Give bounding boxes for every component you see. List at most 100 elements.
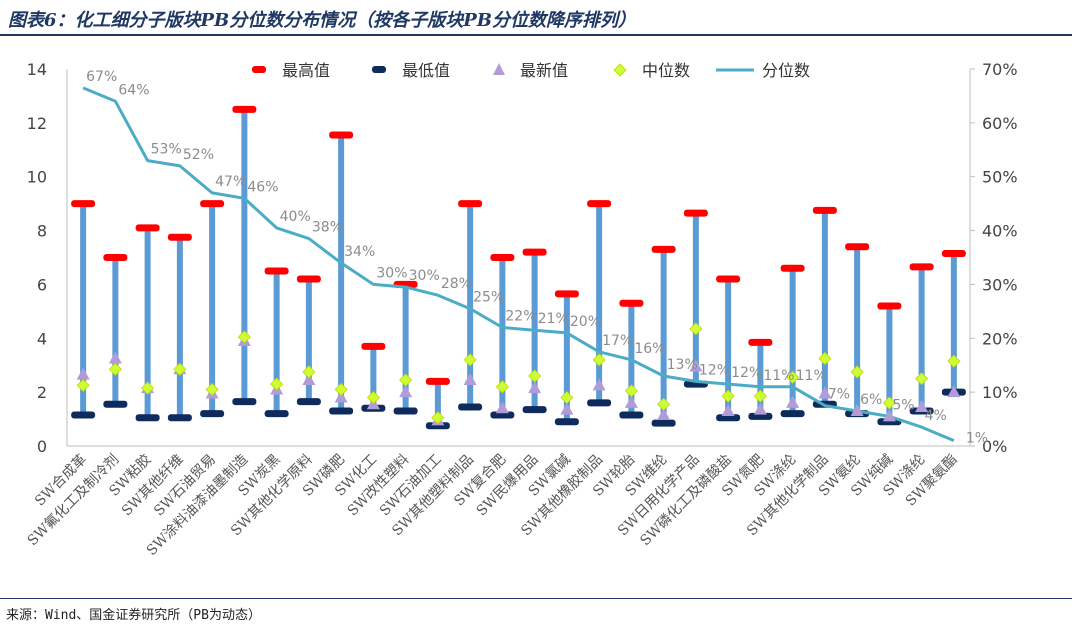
- legend-median-swatch: [613, 63, 627, 77]
- max-marker: [71, 200, 96, 208]
- latest-marker: [399, 385, 413, 398]
- chart-title: 图表6：化工细分子版块PB分位数分布情况（按各子版块PB分位数降序排列）: [8, 10, 637, 31]
- percentile-label: 7%: [828, 387, 850, 403]
- y-left-tick-label: 12: [27, 114, 47, 133]
- latest-marker: [463, 373, 477, 386]
- range-bar: [660, 249, 667, 424]
- max-marker: [941, 249, 966, 257]
- percentile-label: 12%: [731, 365, 762, 381]
- percentile-label: 38%: [312, 220, 343, 236]
- range-bar: [563, 293, 570, 422]
- range-bar: [950, 253, 957, 393]
- min-marker: [71, 411, 96, 419]
- range-bar: [467, 203, 474, 407]
- range-bar: [144, 227, 151, 418]
- median-marker: [786, 370, 800, 384]
- range-bar: [918, 266, 925, 411]
- y-left-tick-label: 0: [37, 437, 47, 456]
- max-marker: [135, 224, 160, 232]
- range-bar: [112, 257, 119, 405]
- min-marker: [522, 406, 547, 414]
- range-bar: [854, 246, 861, 414]
- max-marker: [167, 233, 192, 241]
- latest-marker: [560, 402, 574, 415]
- range-bar: [80, 203, 87, 416]
- y-left-tick-label: 8: [37, 222, 47, 241]
- latest-marker: [592, 378, 606, 391]
- range-bar: [338, 134, 345, 411]
- range-bar: [402, 284, 409, 411]
- percentile-label: 20%: [570, 314, 601, 330]
- median-marker: [495, 380, 509, 394]
- percentile-label: 22%: [505, 309, 536, 325]
- percentile-label: 25%: [473, 290, 504, 306]
- percentile-label: 53%: [151, 142, 182, 158]
- percentile-label: 16%: [634, 341, 665, 357]
- median-marker: [818, 351, 832, 366]
- percentile-label: 12%: [699, 362, 730, 378]
- max-marker: [651, 245, 676, 253]
- range-bar: [273, 270, 280, 414]
- min-marker: [296, 398, 321, 406]
- latest-marker: [302, 373, 316, 386]
- y-right-tick-label: 30%: [982, 275, 1018, 294]
- min-marker: [167, 414, 192, 422]
- min-marker: [329, 407, 354, 415]
- max-marker: [490, 254, 515, 261]
- max-marker: [683, 209, 708, 217]
- max-marker: [200, 200, 225, 208]
- percentile-label: 64%: [118, 82, 149, 98]
- latest-marker: [947, 385, 961, 398]
- percentile-label: 46%: [247, 179, 278, 195]
- median-marker: [431, 411, 445, 425]
- y-right-tick-label: 60%: [982, 114, 1018, 133]
- percentile-label: 5%: [892, 397, 914, 413]
- legend-min-label: 最低值: [402, 61, 450, 80]
- range-bar: [725, 279, 732, 418]
- max-marker: [232, 105, 257, 113]
- min-marker: [458, 403, 483, 411]
- min-marker: [425, 422, 450, 430]
- range-bar: [596, 203, 603, 403]
- percentile-label: 28%: [441, 276, 472, 292]
- percentile-label: 11%: [796, 368, 827, 384]
- median-marker: [463, 353, 477, 367]
- latest-marker: [657, 408, 671, 421]
- max-marker: [716, 275, 741, 283]
- latest-marker: [334, 390, 348, 403]
- range-bar: [821, 210, 828, 405]
- y-right-tick-label: 0%: [982, 437, 1007, 456]
- min-marker: [651, 419, 676, 427]
- median-marker: [270, 377, 284, 391]
- y-right-tick-label: 50%: [982, 168, 1018, 187]
- max-marker: [425, 377, 450, 385]
- percentile-label: 67%: [86, 69, 117, 85]
- legend-latest-swatch: [493, 63, 505, 75]
- median-marker: [753, 389, 767, 403]
- percentile-line: [82, 86, 955, 442]
- legend-percentile-label: 分位数: [762, 61, 810, 80]
- range-bar: [886, 305, 893, 422]
- latest-marker: [915, 399, 929, 412]
- median-marker: [947, 354, 961, 368]
- percentile-label: 17%: [602, 333, 633, 349]
- percentile-label: 47%: [215, 174, 246, 190]
- percentile-label: 21%: [538, 311, 569, 327]
- percentile-label: 13%: [667, 357, 698, 373]
- range-bar: [176, 237, 183, 418]
- median-marker: [560, 390, 574, 405]
- y-left-tick-label: 6: [37, 275, 47, 294]
- chart-area: 0 2 4 6 8 10 12 14 0% 10% 20% 30% 40% 50% 60% 70% 67%64%…: [25, 60, 1018, 559]
- percentile-label: 4%: [925, 408, 947, 424]
- range-bar: [241, 109, 248, 402]
- min-marker: [200, 410, 225, 418]
- max-marker: [522, 248, 547, 256]
- y-right-tick-label: 20%: [982, 329, 1018, 348]
- legend-min-swatch: [372, 66, 386, 73]
- median-marker: [915, 372, 929, 386]
- latest-marker: [850, 403, 864, 416]
- percentile-label: 52%: [183, 147, 214, 163]
- max-marker: [619, 299, 644, 307]
- legend-max-label: 最高值: [282, 61, 330, 80]
- y-left-tick-label: 4: [37, 329, 47, 348]
